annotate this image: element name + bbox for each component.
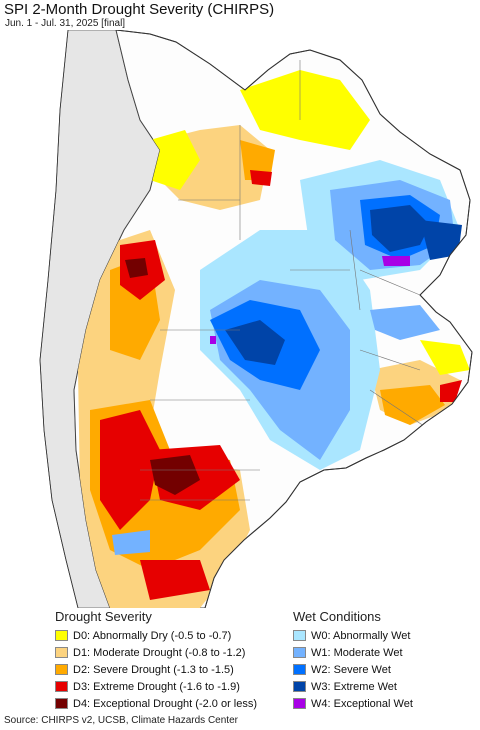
w4-central-spot bbox=[210, 336, 216, 344]
legend-label: W4: Exceptional Wet bbox=[311, 697, 413, 710]
legend-label: D1: Moderate Drought (-0.8 to -1.2) bbox=[73, 646, 246, 659]
legend-label: D2: Severe Drought (-1.3 to -1.5) bbox=[73, 663, 234, 676]
wet-legend: W0: Abnormally Wet W1: Moderate Wet W2: … bbox=[293, 627, 413, 712]
legend-swatch bbox=[55, 698, 68, 709]
w3-east-strip bbox=[420, 220, 462, 260]
w3-northeast bbox=[370, 205, 430, 252]
d3-coast-east bbox=[440, 380, 462, 402]
map-title: SPI 2-Month Drought Severity (CHIRPS) bbox=[4, 1, 275, 18]
d2-southeast bbox=[380, 385, 445, 425]
drought-legend: D0: Abnormally Dry (-0.5 to -0.7) D1: Mo… bbox=[55, 627, 257, 712]
d3-patagonia bbox=[140, 560, 210, 600]
legend-label: W2: Severe Wet bbox=[311, 663, 391, 676]
legend-label: D4: Exceptional Drought (-2.0 or less) bbox=[73, 697, 258, 710]
legend-item-w3: W3: Extreme Wet bbox=[293, 678, 413, 695]
d3-north-spot bbox=[250, 170, 272, 186]
w4-northeast bbox=[382, 256, 410, 266]
legend-item-d0: D0: Abnormally Dry (-0.5 to -0.7) bbox=[55, 627, 257, 644]
legend-label: W3: Extreme Wet bbox=[311, 680, 397, 693]
country-outline bbox=[115, 30, 473, 608]
d2-north bbox=[240, 140, 275, 180]
legend-swatch bbox=[55, 664, 68, 675]
wet-legend-title: Wet Conditions bbox=[293, 609, 381, 624]
legend-item-d3: D3: Extreme Drought (-1.6 to -1.9) bbox=[55, 678, 257, 695]
d0-northwest bbox=[150, 130, 200, 190]
source-credit: Source: CHIRPS v2, UCSB, Climate Hazards… bbox=[4, 715, 238, 726]
legend-label: D0: Abnormally Dry (-0.5 to -0.7) bbox=[73, 629, 232, 642]
legend-item-d1: D1: Moderate Drought (-0.8 to -1.2) bbox=[55, 644, 257, 661]
legend-swatch bbox=[293, 630, 306, 641]
legend-label: W1: Moderate Wet bbox=[311, 646, 403, 659]
legend-label: D3: Extreme Drought (-1.6 to -1.9) bbox=[73, 680, 240, 693]
legend-item-d4: D4: Exceptional Drought (-2.0 or less) bbox=[55, 695, 257, 712]
interior-borders bbox=[140, 60, 431, 501]
d0-north bbox=[240, 70, 370, 150]
legend-swatch bbox=[55, 681, 68, 692]
w1-east bbox=[370, 305, 440, 340]
legend-item-d2: D2: Severe Drought (-1.3 to -1.5) bbox=[55, 661, 257, 678]
legend-label: W0: Abnormally Wet bbox=[311, 629, 411, 642]
drought-map bbox=[0, 30, 480, 608]
legend-item-w2: W2: Severe Wet bbox=[293, 661, 413, 678]
legend-swatch bbox=[293, 698, 306, 709]
w3-central bbox=[225, 320, 285, 365]
legend-swatch bbox=[293, 647, 306, 658]
legend-swatch bbox=[55, 630, 68, 641]
w1-south-spot bbox=[112, 530, 150, 555]
drought-legend-title: Drought Severity bbox=[55, 609, 152, 624]
legend-swatch bbox=[293, 664, 306, 675]
map-subtitle: Jun. 1 - Jul. 31, 2025 [final] bbox=[5, 18, 126, 29]
legend-item-w0: W0: Abnormally Wet bbox=[293, 627, 413, 644]
legend-item-w4: W4: Exceptional Wet bbox=[293, 695, 413, 712]
legend-item-w1: W1: Moderate Wet bbox=[293, 644, 413, 661]
d4-west bbox=[125, 258, 148, 278]
legend-swatch bbox=[293, 681, 306, 692]
d0-east bbox=[420, 340, 470, 375]
d4-south bbox=[150, 455, 200, 495]
chile-coast bbox=[39, 30, 79, 608]
legend-swatch bbox=[55, 647, 68, 658]
